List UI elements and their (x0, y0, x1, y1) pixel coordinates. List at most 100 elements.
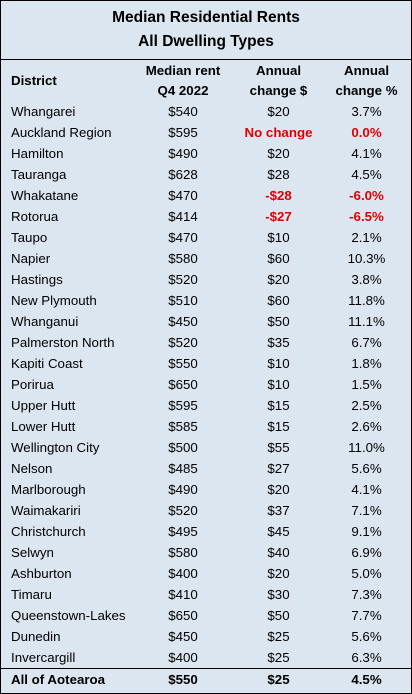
median-rent-cell: $490 (168, 482, 198, 497)
median-rent-cell: $550 (168, 356, 198, 371)
annual-change-dollar-cell: $20 (267, 272, 290, 287)
median-rent-cell: $650 (168, 608, 198, 623)
table-row: Taupo $470 $10 2.1% (1, 227, 411, 248)
median-rent-cell: $450 (168, 314, 198, 329)
annual-change-dollar-cell: $25 (235, 668, 322, 690)
table-row: Whakatane $470 -$28 -6.0% (1, 185, 411, 206)
median-rent-cell: $550 (131, 668, 235, 690)
annual-change-percent-cell: -6.0% (349, 188, 384, 203)
table-row: Napier $580 $60 10.3% (1, 248, 411, 269)
annual-change-dollar-cell: $37 (267, 503, 290, 518)
annual-change-percent-cell: 4.1% (351, 482, 382, 497)
table-row: Rotorua $414 -$27 -6.5% (1, 206, 411, 227)
district-cell: Nelson (11, 461, 53, 476)
annual-change-dollar-cell: $40 (267, 545, 290, 560)
median-rent-cell: $414 (168, 209, 198, 224)
district-cell: Selwyn (11, 545, 54, 560)
annual-change-percent-cell: 7.3% (351, 587, 382, 602)
annual-change-percent-cell: 5.0% (351, 566, 382, 581)
table-row: Waimakariri $520 $37 7.1% (1, 500, 411, 521)
header-change-percent-line-1: Annual (343, 62, 390, 78)
district-cell: Tauranga (11, 167, 67, 182)
district-cell: Whakatane (11, 188, 79, 203)
district-cell: Whanganui (11, 314, 79, 329)
title-line-1: Median Residential Rents (112, 9, 300, 26)
header-median-rent: Median rent Q4 2022 (131, 60, 235, 101)
annual-change-percent-cell: 6.7% (351, 335, 382, 350)
annual-change-percent-cell: 2.5% (351, 398, 382, 413)
total-row: All of Aotearoa $550 $25 4.5% (1, 668, 411, 690)
annual-change-dollar-cell: $25 (267, 629, 290, 644)
annual-change-dollar-cell: $35 (267, 335, 290, 350)
median-rent-cell: $628 (168, 167, 198, 182)
annual-change-dollar-cell: -$27 (265, 209, 292, 224)
annual-change-dollar-cell: $10 (267, 356, 290, 371)
table-row: Tauranga $628 $28 4.5% (1, 164, 411, 185)
annual-change-percent-cell: 11.8% (348, 293, 385, 308)
table-row: Whangarei $540 $20 3.7% (1, 101, 411, 122)
annual-change-percent-cell: 4.5% (322, 668, 411, 690)
annual-change-dollar-cell: $10 (267, 230, 290, 245)
median-rent-cell: $595 (168, 125, 198, 140)
district-cell: Rotorua (11, 209, 59, 224)
median-rent-cell: $410 (168, 587, 198, 602)
annual-change-dollar-cell: $50 (267, 314, 290, 329)
median-rent-cell: $595 (168, 398, 198, 413)
table-row: Queenstown-Lakes $650 $50 7.7% (1, 605, 411, 626)
annual-change-dollar-cell: $20 (267, 482, 290, 497)
annual-change-percent-cell: 1.5% (351, 377, 382, 392)
rent-table: District Median rent Q4 2022 Annual chan… (1, 60, 411, 690)
annual-change-dollar-cell: $15 (267, 419, 290, 434)
annual-change-percent-cell: 10.3% (347, 251, 386, 266)
median-rent-cell: $580 (168, 251, 198, 266)
median-rent-cell: $650 (168, 377, 198, 392)
annual-change-percent-cell: 6.3% (351, 650, 382, 665)
median-rent-cell: $485 (168, 461, 198, 476)
annual-change-dollar-cell: $10 (267, 377, 290, 392)
annual-change-dollar-cell: -$28 (265, 188, 292, 203)
header-change-dollar-line-2: change $ (249, 82, 308, 98)
annual-change-percent-cell: 4.1% (351, 146, 382, 161)
annual-change-dollar-cell: $20 (267, 104, 290, 119)
header-change-percent-line-2: change % (335, 82, 398, 98)
table-row: Ashburton $400 $20 5.0% (1, 563, 411, 584)
annual-change-dollar-cell: $60 (267, 251, 290, 266)
median-rent-cell: $580 (168, 545, 198, 560)
table-row: Invercargill $400 $25 6.3% (1, 647, 411, 669)
median-rent-cell: $520 (168, 503, 198, 518)
district-cell: Ashburton (11, 566, 72, 581)
annual-change-dollar-cell: $55 (267, 440, 290, 455)
district-cell: Palmerston North (11, 335, 115, 350)
header-row: District Median rent Q4 2022 Annual chan… (1, 60, 411, 101)
district-cell: Wellington City (11, 440, 100, 455)
header-median-line-2: Q4 2022 (157, 82, 209, 98)
annual-change-percent-cell: 3.7% (351, 104, 382, 119)
median-rent-cell: $470 (168, 230, 198, 245)
district-cell: Invercargill (11, 650, 76, 665)
annual-change-dollar-cell: $28 (267, 167, 290, 182)
table-row: Dunedin $450 $25 5.6% (1, 626, 411, 647)
district-cell: Christchurch (11, 524, 86, 539)
table-row: New Plymouth $510 $60 11.8% (1, 290, 411, 311)
district-cell: Taupo (11, 230, 48, 245)
district-cell: Marlborough (11, 482, 86, 497)
header-change-dollar-line-1: Annual (255, 62, 302, 78)
annual-change-dollar-cell: $50 (267, 608, 290, 623)
district-cell: Dunedin (11, 629, 61, 644)
district-cell: Upper Hutt (11, 398, 76, 413)
median-rent-cell: $470 (168, 188, 198, 203)
annual-change-dollar-cell: $27 (267, 461, 290, 476)
district-cell: Whangarei (11, 104, 76, 119)
median-rent-cell: $490 (168, 146, 198, 161)
table-row: Timaru $410 $30 7.3% (1, 584, 411, 605)
district-cell: Hamilton (11, 146, 64, 161)
median-rent-cell: $520 (168, 335, 198, 350)
annual-change-dollar-cell: $60 (267, 293, 290, 308)
median-rent-cell: $400 (168, 566, 198, 581)
median-rent-cell: $510 (168, 293, 198, 308)
median-rent-cell: $400 (168, 650, 198, 665)
annual-change-dollar-cell: $20 (267, 146, 290, 161)
median-rent-cell: $540 (168, 104, 198, 119)
median-rent-cell: $450 (168, 629, 198, 644)
annual-change-percent-cell: 7.7% (351, 608, 382, 623)
